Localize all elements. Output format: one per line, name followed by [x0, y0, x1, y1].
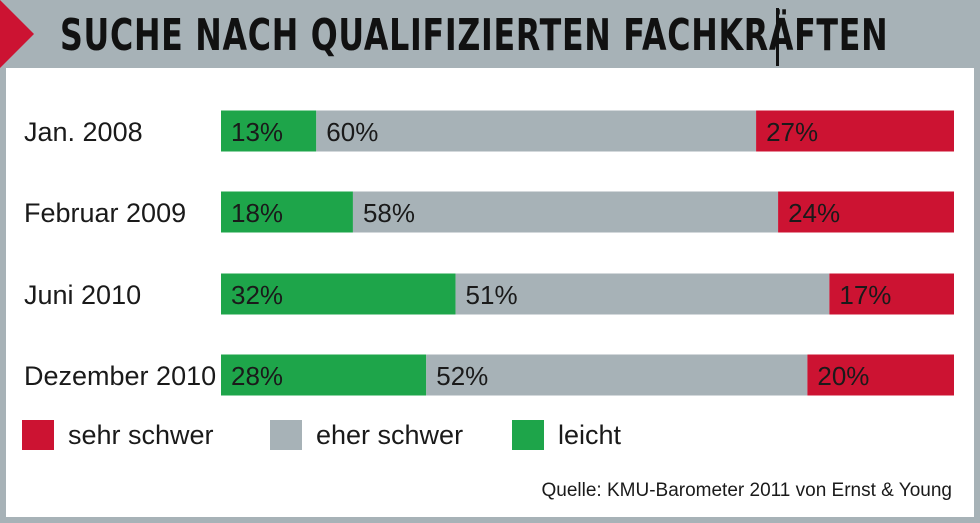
data-label: 13%: [231, 117, 283, 147]
legend-label: leicht: [558, 419, 622, 450]
data-label: 32%: [231, 280, 283, 310]
bar-segment-sehr-schwer: [829, 273, 954, 315]
bar-segment-eher-schwer: [352, 191, 779, 233]
bar-segment-sehr-schwer: [807, 354, 954, 396]
data-label: 58%: [363, 198, 415, 228]
category-label: Juni 2010: [24, 280, 141, 310]
data-label: 51%: [466, 280, 518, 310]
bar-segment-eher-schwer: [455, 273, 830, 315]
chart-title: SUCHE NACH QUALIFIZIERTEN FACHKRÄFTEN: [60, 10, 889, 61]
data-label: 18%: [231, 198, 283, 228]
data-label: 17%: [839, 280, 891, 310]
source-note: Quelle: KMU-Barometer 2011 von Ernst & Y…: [541, 480, 953, 501]
header-bar: SUCHE NACH QUALIFIZIERTEN FACHKRÄFTEN: [0, 0, 980, 68]
legend-item-eher-schwer: eher schwer: [270, 418, 463, 452]
data-label: 20%: [817, 361, 869, 391]
bar-segment-leicht: [221, 354, 427, 396]
bar-segment-sehr-schwer: [756, 110, 954, 152]
category-label: Jan. 2008: [24, 117, 143, 147]
data-label: 52%: [436, 361, 488, 391]
bar-segment-eher-schwer: [426, 354, 808, 396]
bar-segment-leicht: [221, 191, 353, 233]
bar-segment-sehr-schwer: [778, 191, 954, 233]
arrow-icon: [0, 0, 34, 68]
legend-swatch-eher-schwer: [270, 420, 302, 450]
legend: sehr schwer eher schwer leicht: [22, 418, 722, 452]
bar-segment-leicht: [221, 110, 317, 152]
legend-swatch-leicht: [512, 420, 544, 450]
data-label: 60%: [326, 117, 378, 147]
data-label: 24%: [788, 198, 840, 228]
category-label: Dezember 2010: [24, 361, 216, 391]
bar-segment-leicht: [221, 273, 456, 315]
legend-label: sehr schwer: [68, 419, 214, 450]
bar-segment-eher-schwer: [316, 110, 757, 152]
legend-item-sehr-schwer: sehr schwer: [22, 418, 214, 452]
category-label: Februar 2009: [24, 198, 186, 228]
legend-item-leicht: leicht: [512, 418, 621, 452]
data-label: 28%: [231, 361, 283, 391]
data-label: 27%: [766, 117, 818, 147]
legend-label: eher schwer: [316, 419, 464, 450]
legend-swatch-sehr-schwer: [22, 420, 54, 450]
header-divider: [776, 8, 779, 66]
